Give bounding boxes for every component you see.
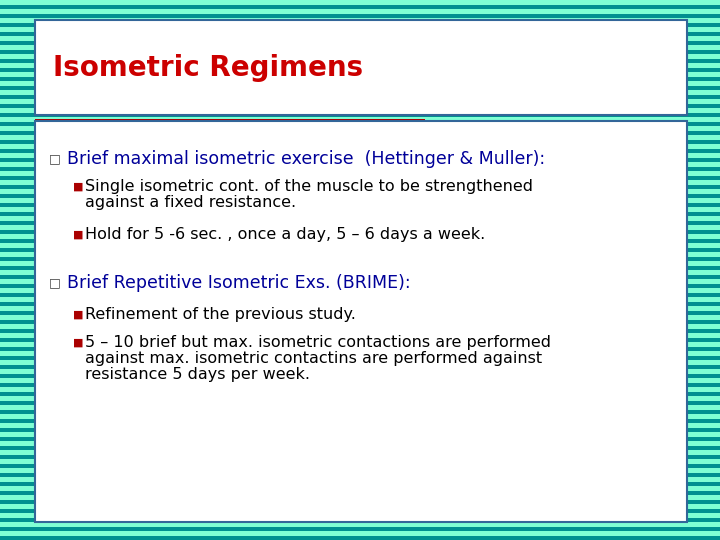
Bar <box>0 302 720 306</box>
Bar <box>35 119 425 133</box>
Bar <box>0 311 720 315</box>
Bar <box>0 401 720 405</box>
Bar <box>0 167 720 171</box>
Bar <box>0 176 720 180</box>
Bar <box>35 121 687 522</box>
Bar <box>0 59 720 63</box>
Bar <box>0 275 720 279</box>
Bar <box>0 32 720 36</box>
Bar <box>0 491 720 495</box>
Bar <box>0 158 720 162</box>
Bar <box>0 410 720 414</box>
Bar <box>0 527 720 531</box>
Bar <box>0 437 720 441</box>
Bar <box>0 446 720 450</box>
Text: Brief Repetitive Isometric Exs. (BRIME):: Brief Repetitive Isometric Exs. (BRIME): <box>67 274 410 292</box>
Bar <box>0 185 720 189</box>
Bar <box>35 20 687 115</box>
Bar <box>0 248 720 252</box>
Bar <box>0 509 720 513</box>
Bar <box>0 86 720 90</box>
Text: □: □ <box>49 152 60 165</box>
Bar <box>0 374 720 378</box>
Bar <box>0 464 720 468</box>
Text: □: □ <box>49 276 60 289</box>
Bar <box>0 50 720 54</box>
Text: Refinement of the previous study.: Refinement of the previous study. <box>85 307 356 322</box>
Bar <box>0 5 720 9</box>
Bar <box>0 104 720 108</box>
Bar <box>0 203 720 207</box>
Bar <box>0 41 720 45</box>
Bar <box>0 293 720 297</box>
Bar <box>0 122 720 126</box>
Bar <box>0 23 720 27</box>
Bar <box>0 482 720 486</box>
Bar <box>0 266 720 270</box>
Text: Hold for 5 -6 sec. , once a day, 5 – 6 days a week.: Hold for 5 -6 sec. , once a day, 5 – 6 d… <box>85 227 485 242</box>
Text: against max. isometric contactins are performed against: against max. isometric contactins are pe… <box>85 352 542 367</box>
Bar <box>0 329 720 333</box>
Bar <box>0 149 720 153</box>
Bar <box>0 14 720 18</box>
Bar <box>0 212 720 216</box>
Bar <box>0 347 720 351</box>
Bar <box>0 536 720 540</box>
Text: Brief maximal isometric exercise  (Hettinger & Muller):: Brief maximal isometric exercise (Hettin… <box>67 150 545 168</box>
Bar <box>0 392 720 396</box>
Text: ■: ■ <box>73 182 84 192</box>
Bar <box>0 131 720 135</box>
Text: against a fixed resistance.: against a fixed resistance. <box>85 195 296 211</box>
Bar <box>0 500 720 504</box>
Bar <box>0 428 720 432</box>
Bar <box>0 257 720 261</box>
Bar <box>0 77 720 81</box>
Bar <box>0 356 720 360</box>
Bar <box>0 320 720 324</box>
Text: ■: ■ <box>73 338 84 348</box>
Text: ■: ■ <box>73 230 84 240</box>
Text: resistance 5 days per week.: resistance 5 days per week. <box>85 368 310 382</box>
Bar <box>0 419 720 423</box>
Text: Isometric Regimens: Isometric Regimens <box>53 53 363 82</box>
Bar <box>0 518 720 522</box>
Text: ■: ■ <box>73 310 84 320</box>
Text: 5 – 10 brief but max. isometric contactions are performed: 5 – 10 brief but max. isometric contacti… <box>85 335 551 350</box>
Bar <box>0 140 720 144</box>
Bar <box>0 230 720 234</box>
Bar <box>0 473 720 477</box>
Bar <box>0 455 720 459</box>
Text: Single isometric cont. of the muscle to be strengthened: Single isometric cont. of the muscle to … <box>85 179 533 194</box>
Bar <box>0 194 720 198</box>
Bar <box>0 239 720 243</box>
Bar <box>0 383 720 387</box>
Bar <box>0 284 720 288</box>
Bar <box>0 113 720 117</box>
Bar <box>0 338 720 342</box>
Bar <box>0 365 720 369</box>
Bar <box>0 221 720 225</box>
Bar <box>0 68 720 72</box>
Bar <box>0 95 720 99</box>
